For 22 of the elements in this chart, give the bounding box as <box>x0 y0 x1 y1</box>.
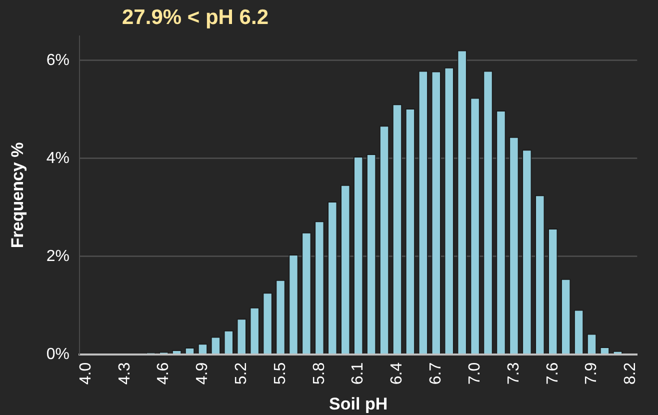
x-tick-label: 4.9 <box>194 362 212 385</box>
x-tick-label: 6.7 <box>428 362 445 385</box>
x-tick-label: 4.0 <box>77 362 94 385</box>
x-tick-label: 5.8 <box>310 362 328 385</box>
chart-title: 27.9% < pH 6.2 <box>122 6 268 30</box>
x-tick-label: 5.2 <box>233 362 250 385</box>
x-tick-label: 7.3 <box>505 362 522 385</box>
x-axis-title: Soil pH <box>329 394 388 414</box>
x-tick-label: 5.5 <box>272 362 289 385</box>
x-tick-label: 7.9 <box>583 362 600 385</box>
x-tick-label: 6.4 <box>388 362 406 385</box>
y-axis-title: Frequency % <box>8 142 27 248</box>
x-tick-label: 8.2 <box>622 362 640 385</box>
y-tick-label: 0% <box>46 346 70 363</box>
y-tick-label: 2% <box>46 248 70 265</box>
x-tick-label: 4.6 <box>155 362 172 385</box>
x-tick-label: 6.1 <box>350 362 367 385</box>
y-tick-label: 4% <box>46 150 70 167</box>
x-tick-label: 7.0 <box>466 362 484 385</box>
x-tick-label: 4.3 <box>116 362 134 385</box>
x-tick-label: 7.6 <box>544 362 562 385</box>
y-tick-label: 6% <box>46 52 70 69</box>
